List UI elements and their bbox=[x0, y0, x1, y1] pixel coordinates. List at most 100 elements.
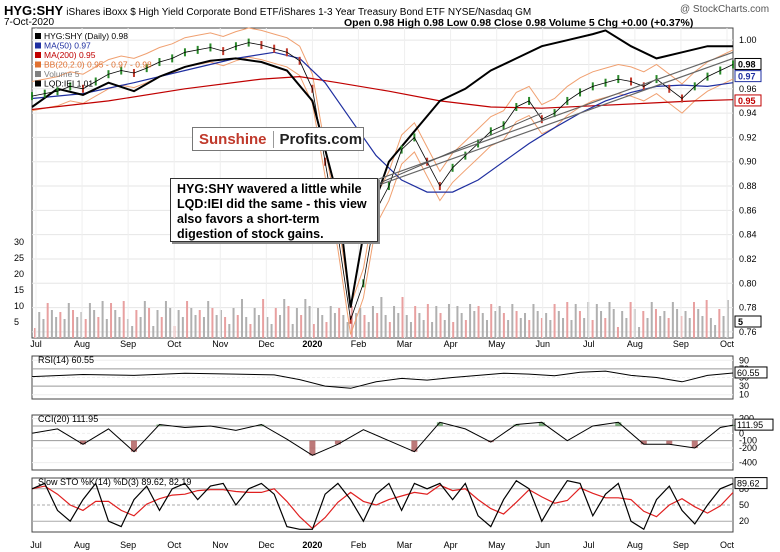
volume-bar bbox=[435, 306, 438, 338]
volume-bar bbox=[177, 310, 180, 338]
volume-bar bbox=[705, 300, 708, 338]
volume-bar bbox=[642, 311, 645, 338]
x-axis-label-bottom: Nov bbox=[212, 540, 229, 550]
rsi-value-label: 60.55 bbox=[737, 368, 760, 378]
volume-bar bbox=[616, 327, 619, 338]
cci-fill bbox=[411, 440, 418, 452]
x-axis-label-bottom: Jul bbox=[583, 540, 595, 550]
ma200-line bbox=[31, 75, 734, 111]
sto-k-line bbox=[31, 479, 734, 531]
volume-bar bbox=[262, 299, 265, 338]
ma50-line bbox=[31, 51, 734, 193]
panel-frame-2 bbox=[31, 414, 734, 471]
volume-bar bbox=[431, 322, 434, 338]
volume-bar bbox=[333, 313, 336, 338]
volume-bar bbox=[211, 308, 214, 338]
x-axis-label-top: Jun bbox=[535, 339, 550, 349]
x-axis-label-top: Nov bbox=[212, 339, 229, 349]
volume-bar bbox=[469, 304, 472, 338]
value-tag-label: 0.97 bbox=[738, 72, 756, 82]
volume-bar bbox=[456, 306, 459, 338]
x-axis-label-top: Sep bbox=[673, 339, 689, 349]
volume-bar bbox=[380, 297, 383, 338]
price-tick-label: 1.00 bbox=[739, 35, 757, 45]
volume-bar bbox=[659, 316, 662, 338]
cci-fill bbox=[691, 440, 698, 448]
volume-bar bbox=[34, 328, 36, 338]
volume-bar bbox=[524, 313, 527, 338]
volume-bar bbox=[600, 311, 603, 338]
legend-label: MA(200) 0.95 bbox=[44, 50, 96, 60]
logo-part1: Sunshine bbox=[193, 130, 274, 148]
volume-bar bbox=[494, 311, 497, 338]
volume-bar bbox=[519, 318, 522, 338]
volume-bar bbox=[131, 326, 134, 338]
cci-fill bbox=[436, 422, 443, 426]
rsi-value-tag bbox=[734, 366, 768, 379]
legend-label: MA(50) 0.97 bbox=[44, 41, 91, 51]
volume-bar bbox=[164, 301, 167, 338]
volume-bar bbox=[418, 313, 421, 338]
volume-bar bbox=[359, 308, 362, 338]
volume-bar bbox=[317, 308, 320, 338]
volume-bar bbox=[207, 301, 210, 338]
volume-bar bbox=[384, 315, 387, 338]
volume-bar bbox=[190, 308, 193, 338]
x-axis-label-top: Jul bbox=[30, 339, 42, 349]
x-axis-label-top: Aug bbox=[74, 339, 90, 349]
legend-swatch bbox=[35, 71, 41, 77]
x-axis-label-bottom: Jul bbox=[30, 540, 42, 550]
legend-label: LQD:IEI 1.01 bbox=[44, 79, 93, 89]
volume-bar bbox=[342, 315, 345, 338]
x-axis-label-bottom: Aug bbox=[74, 540, 90, 550]
volume-bar bbox=[591, 320, 594, 338]
volume-bar bbox=[654, 309, 657, 338]
volume-bar bbox=[414, 306, 417, 338]
volume-bar bbox=[608, 302, 611, 338]
watermark: @ StockCharts.com bbox=[680, 4, 770, 15]
volume-bar bbox=[240, 299, 243, 338]
price-tick-label: 0.78 bbox=[739, 303, 757, 313]
volume-bar bbox=[93, 310, 96, 338]
volume-bar bbox=[688, 318, 691, 338]
volume-bar bbox=[464, 320, 467, 338]
volume-bar bbox=[570, 320, 573, 338]
price-tick-label: 0.90 bbox=[739, 157, 757, 167]
volume-bar bbox=[312, 324, 315, 338]
x-axis-label-bottom: May bbox=[488, 540, 506, 550]
value-tag bbox=[734, 315, 762, 328]
volume-bar bbox=[507, 320, 510, 338]
volume-tick-label: 5 bbox=[14, 317, 19, 327]
sto-value-label: 89.62 bbox=[737, 479, 760, 489]
volume-bar bbox=[604, 318, 607, 338]
volume-bar bbox=[536, 311, 539, 338]
volume-bar bbox=[55, 317, 58, 338]
price-tick-label: 0.82 bbox=[739, 254, 757, 264]
volume-bar bbox=[308, 306, 311, 338]
price-tick-label: 0.84 bbox=[739, 230, 757, 240]
volume-bar bbox=[583, 318, 586, 338]
volume-bar bbox=[97, 317, 100, 338]
header-description: iShares iBoxx $ High Yield Corporate Bon… bbox=[66, 7, 445, 18]
cci-tick-label: 0 bbox=[739, 428, 744, 438]
volume-bar bbox=[528, 320, 531, 338]
volume-bar bbox=[291, 324, 294, 338]
volume-bar bbox=[422, 320, 425, 338]
volume-bar bbox=[198, 310, 201, 338]
volume-bar bbox=[295, 308, 298, 338]
volume-bar bbox=[143, 301, 146, 338]
volume-bar bbox=[114, 310, 117, 338]
header-date: 7-Oct-2020 bbox=[4, 17, 55, 28]
annotation-callout: HYG:SHY wavered a little while LQD:IEI d… bbox=[170, 178, 378, 242]
price-tick-label: 0.76 bbox=[739, 327, 757, 337]
rsi-line bbox=[31, 370, 734, 389]
volume-bar bbox=[667, 318, 670, 338]
value-tag bbox=[734, 57, 762, 70]
header-exchange: NYSE/Nasdaq GM bbox=[447, 7, 532, 18]
volume-bar bbox=[549, 320, 552, 338]
legend-swatch bbox=[35, 80, 41, 87]
volume-bar bbox=[452, 322, 455, 338]
volume-bar bbox=[477, 306, 480, 338]
sunshine-profits-logo: Sunshine Profits.com bbox=[192, 127, 364, 151]
legend-label: HYG:SHY (Daily) 0.98 bbox=[44, 31, 128, 41]
